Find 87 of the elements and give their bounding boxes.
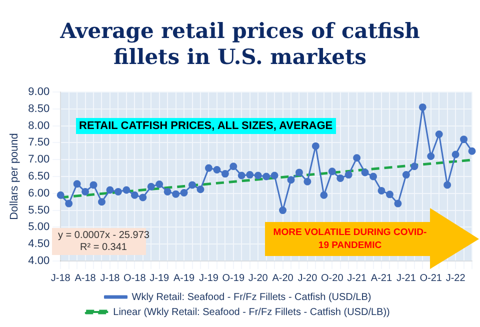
- x-tick-label: J-19: [198, 272, 219, 284]
- point: [164, 188, 172, 196]
- legend-label: Wkly Retail: Seafood - Fr/Fz Fillets - Catfish (USD/LB): [132, 292, 372, 303]
- x-tick-label: J-21: [396, 272, 416, 284]
- point: [139, 194, 147, 202]
- point: [156, 180, 164, 188]
- y-tick-label: 5.00: [28, 221, 50, 234]
- point: [435, 130, 443, 138]
- point: [336, 174, 344, 182]
- x-tick-label: J-22: [446, 272, 466, 284]
- legend-label: Linear (Wkly Retail: Seafood - Fr/Fz Fillets - Catfish (USD/LB)): [113, 306, 390, 318]
- y-tick-label: 6.50: [28, 170, 50, 183]
- x-tick-label: J-20: [248, 272, 268, 284]
- x-tick-label: O-21: [420, 272, 442, 284]
- annotation: MORE VOLATILE DURING COVID-19 PANDEMIC: [272, 226, 428, 252]
- point: [188, 181, 196, 189]
- point: [460, 136, 468, 144]
- point: [254, 172, 262, 180]
- point: [410, 162, 418, 170]
- point: [98, 198, 106, 206]
- annotation: RETAIL CATFISH PRICES, ALL SIZES, AVERAGE: [76, 118, 336, 134]
- y-tick-label: 4.50: [28, 238, 50, 250]
- point: [172, 190, 180, 198]
- point: [279, 206, 287, 214]
- point: [122, 186, 130, 194]
- point: [344, 171, 352, 179]
- y-tick-label: 8.50: [28, 102, 50, 115]
- point: [230, 162, 238, 170]
- x-tick-label: J-19: [150, 272, 170, 284]
- x-tick-label: J-18: [50, 272, 71, 284]
- y-tick-label: 9.00: [28, 86, 50, 98]
- y-axis-title: Dollars per pound: [8, 133, 21, 220]
- x-tick-label: J-20: [298, 272, 318, 284]
- point: [56, 191, 64, 199]
- x-tick-label: A-20: [272, 272, 294, 284]
- x-tick-label: A-19: [173, 272, 196, 284]
- point: [418, 103, 426, 111]
- y-tick-label: 4.00: [28, 255, 50, 268]
- point: [312, 142, 320, 150]
- point: [361, 168, 369, 176]
- point: [221, 170, 229, 178]
- y-tick-label: 6.00: [28, 187, 50, 200]
- point: [65, 200, 73, 208]
- point: [328, 168, 336, 176]
- point: [246, 171, 254, 179]
- point: [353, 154, 361, 162]
- point: [106, 186, 114, 194]
- y-tick-label: 7.50: [28, 136, 50, 149]
- point: [238, 172, 246, 180]
- point: [130, 191, 138, 199]
- x-tick-label: J-18: [100, 272, 120, 284]
- x-tick-label: O-18: [124, 272, 146, 284]
- point: [204, 164, 212, 172]
- point: [82, 188, 90, 196]
- point: [196, 186, 204, 194]
- annotation: R² = 0.341: [80, 242, 127, 253]
- point: [320, 191, 328, 199]
- point: [386, 190, 394, 198]
- point: [73, 180, 81, 188]
- point: [295, 168, 303, 176]
- y-tick-label: 8.00: [28, 120, 50, 132]
- x-tick-label: A-18: [74, 272, 96, 284]
- point: [213, 166, 221, 174]
- point: [147, 182, 155, 190]
- point: [270, 172, 278, 180]
- point: [180, 188, 188, 196]
- y-tick-label: 5.50: [28, 204, 50, 216]
- x-tick-label: J-21: [347, 272, 367, 284]
- x-tick-label: O-19: [222, 272, 245, 284]
- point: [452, 150, 460, 158]
- point: [444, 181, 452, 189]
- annotation: y = 0.0007x - 25.973: [58, 230, 150, 241]
- chart-title: Average retail prices of catfish fillets in U.S. markets: [60, 18, 420, 70]
- point: [114, 188, 122, 196]
- point: [262, 172, 270, 180]
- point: [394, 200, 402, 208]
- point: [468, 147, 476, 155]
- point: [304, 178, 312, 186]
- point: [287, 176, 295, 184]
- point: [370, 172, 378, 180]
- point: [427, 152, 435, 160]
- point: [402, 171, 410, 179]
- x-tick-label: A-21: [370, 272, 392, 284]
- point: [90, 181, 98, 189]
- y-tick-label: 7.00: [28, 154, 50, 166]
- x-tick-label: O-20: [321, 272, 344, 284]
- point: [378, 186, 386, 194]
